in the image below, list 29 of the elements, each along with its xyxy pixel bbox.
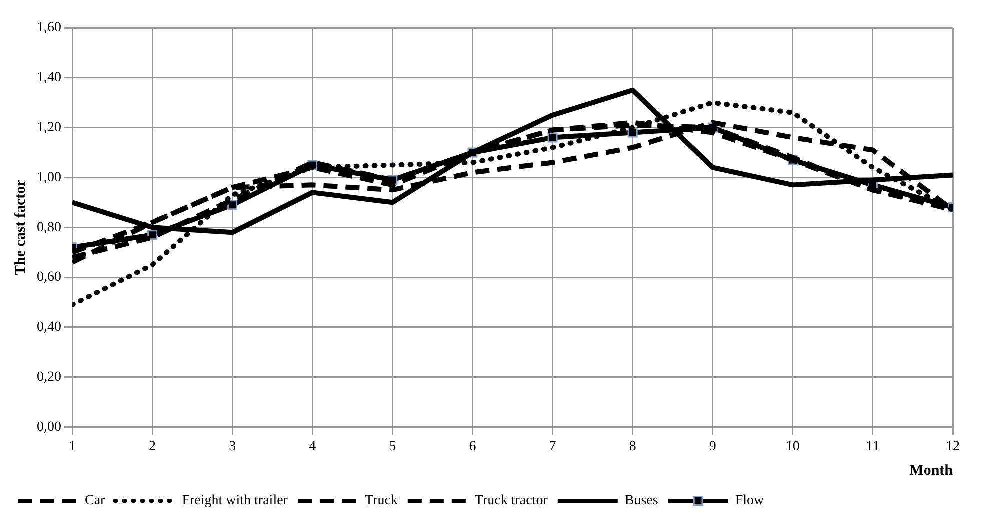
x-tick-label: 3 <box>229 439 236 454</box>
y-tick-label: 1,40 <box>37 70 62 86</box>
legend-label: Flow <box>735 494 765 509</box>
legend-label: Buses <box>624 494 658 509</box>
x-tick-label: 12 <box>946 439 960 454</box>
x-tick-label: 9 <box>709 439 716 454</box>
y-tick-label: 1,60 <box>37 20 62 36</box>
x-tick-label: 2 <box>149 439 156 454</box>
x-tick-label: 6 <box>469 439 476 454</box>
x-axis-title: Month <box>910 462 954 479</box>
y-axis-title: The cast factor <box>12 179 29 276</box>
y-tick-label: 0,40 <box>37 320 62 336</box>
y-tick-label: 0,80 <box>37 220 62 236</box>
y-tick-label: 0,00 <box>37 420 62 435</box>
y-tick-label: 1,20 <box>37 120 62 136</box>
x-tick-label: 4 <box>309 439 316 454</box>
x-tick-label: 11 <box>866 439 880 454</box>
y-tick-label: 0,60 <box>37 270 62 286</box>
x-tick-label: 1 <box>69 439 76 454</box>
y-tick-label: 1,00 <box>37 170 62 186</box>
legend-label: Truck <box>364 494 398 509</box>
x-tick-label: 8 <box>629 439 636 454</box>
y-tick-label: 0,20 <box>37 370 62 385</box>
legend-label: Truck tractor <box>474 494 548 509</box>
x-tick-label: 10 <box>786 439 800 454</box>
legend-label: Car <box>85 494 106 509</box>
legend-label: Freight with trailer <box>182 494 288 509</box>
x-tick-label: 5 <box>389 439 396 454</box>
x-tick-label: 7 <box>549 439 556 454</box>
